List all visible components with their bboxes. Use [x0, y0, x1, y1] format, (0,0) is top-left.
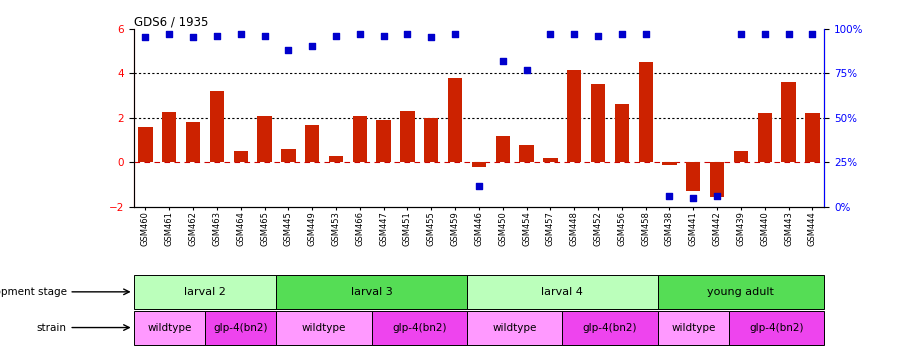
Point [162, 31, 177, 37]
Point [805, 31, 820, 37]
Text: development stage: development stage [0, 287, 67, 297]
Bar [257, 116, 272, 162]
Bar [467, 275, 658, 309]
Bar [567, 70, 581, 162]
Point [377, 33, 391, 39]
Bar [658, 311, 729, 345]
Point [472, 183, 486, 188]
Bar [758, 113, 772, 162]
Bar [495, 136, 510, 162]
Text: larval 3: larval 3 [351, 287, 392, 297]
Point [400, 31, 414, 37]
Bar [734, 151, 748, 162]
Text: glp-4(bn2): glp-4(bn2) [750, 322, 804, 333]
Bar [686, 162, 701, 191]
Point [424, 35, 438, 40]
Bar [781, 82, 796, 162]
Bar [234, 151, 248, 162]
Point [614, 31, 629, 37]
Bar [662, 162, 677, 165]
Bar [276, 311, 372, 345]
Point [757, 31, 772, 37]
Point [448, 31, 462, 37]
Bar [186, 122, 200, 162]
Bar [138, 127, 153, 162]
Point [329, 33, 344, 39]
Bar [281, 149, 296, 162]
Bar [162, 112, 177, 162]
Point [781, 31, 796, 37]
Point [210, 33, 225, 39]
Bar [134, 275, 276, 309]
Text: larval 2: larval 2 [184, 287, 226, 297]
Bar [305, 125, 320, 162]
Bar [425, 118, 438, 162]
Point [566, 31, 581, 37]
Point [257, 33, 272, 39]
Text: GDS6 / 1935: GDS6 / 1935 [134, 16, 208, 29]
Point [281, 47, 296, 53]
Bar [472, 162, 486, 167]
Bar [591, 84, 605, 162]
Bar [710, 162, 724, 197]
Point [305, 44, 320, 49]
Bar [543, 158, 557, 162]
Bar [205, 311, 276, 345]
Bar [614, 104, 629, 162]
Point [186, 35, 201, 40]
Text: wildtype: wildtype [671, 322, 716, 333]
Bar [448, 77, 462, 162]
Bar [638, 62, 653, 162]
Point [495, 58, 510, 64]
Text: wildtype: wildtype [493, 322, 537, 333]
Point [686, 195, 701, 201]
Bar [401, 111, 414, 162]
Point [638, 31, 653, 37]
Bar [372, 311, 467, 345]
Bar [377, 120, 391, 162]
Point [353, 31, 367, 37]
Text: glp-4(bn2): glp-4(bn2) [392, 322, 447, 333]
Text: wildtype: wildtype [302, 322, 346, 333]
Point [543, 31, 558, 37]
Bar [467, 311, 563, 345]
Bar [563, 311, 658, 345]
Bar [729, 311, 824, 345]
Point [710, 193, 725, 199]
Text: young adult: young adult [707, 287, 775, 297]
Bar [658, 275, 824, 309]
Bar [353, 116, 367, 162]
Bar [276, 275, 467, 309]
Point [233, 31, 248, 37]
Bar [329, 156, 344, 162]
Point [519, 67, 534, 72]
Text: strain: strain [37, 322, 67, 333]
Text: wildtype: wildtype [147, 322, 192, 333]
Point [138, 35, 153, 40]
Text: glp-4(bn2): glp-4(bn2) [583, 322, 637, 333]
Text: larval 4: larval 4 [542, 287, 583, 297]
Bar [210, 91, 224, 162]
Bar [519, 145, 533, 162]
Point [590, 33, 605, 39]
Point [662, 193, 677, 199]
Bar [805, 113, 820, 162]
Bar [134, 311, 205, 345]
Point [733, 31, 748, 37]
Text: glp-4(bn2): glp-4(bn2) [214, 322, 268, 333]
